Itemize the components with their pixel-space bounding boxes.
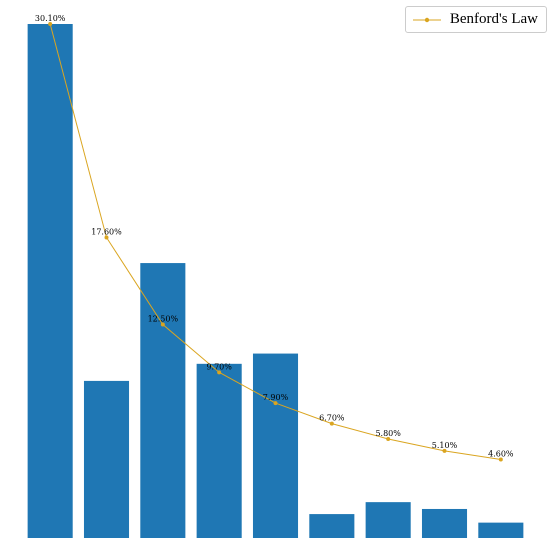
bar-4 [196, 363, 242, 538]
data-label-6: 6.70% [319, 414, 345, 423]
benford-point-9 [498, 457, 503, 462]
legend: Benford's Law [404, 6, 547, 33]
data-label-7: 5.80% [375, 429, 401, 438]
data-label-8: 5.10% [432, 441, 458, 450]
benford-point-7 [386, 436, 391, 441]
bar-3 [140, 263, 186, 538]
bar-series [27, 24, 524, 538]
data-label-2: 17.60% [91, 227, 122, 236]
data-label-5: 7.90% [263, 393, 289, 402]
bar-7 [365, 502, 411, 538]
bar-8 [421, 508, 468, 538]
bar-6 [309, 514, 355, 538]
legend-label: Benford's Law [449, 11, 538, 27]
data-label-4: 9.70% [206, 362, 232, 371]
bar-1 [27, 24, 73, 538]
benford-line-series [48, 22, 503, 462]
benford-point-5 [273, 401, 278, 406]
data-label-9: 4.60% [488, 449, 514, 458]
benford-point-4 [217, 370, 222, 375]
data-labels: 30.10% 17.60% 12.50% 9.70% 7.90% 6.70% 5.80% 5.… [35, 14, 514, 458]
benford-point-2 [104, 235, 109, 240]
legend-line-marker-icon [412, 17, 441, 22]
bar-2 [83, 380, 130, 538]
bar-5 [252, 353, 299, 538]
benford-point-6 [329, 421, 334, 426]
bar-9 [478, 522, 524, 538]
data-label-3: 12.50% [148, 315, 179, 324]
benford-point-3 [160, 322, 165, 327]
data-label-1: 30.10% [35, 14, 66, 23]
benford-point-1 [48, 22, 53, 26]
benford-point-8 [442, 448, 447, 453]
